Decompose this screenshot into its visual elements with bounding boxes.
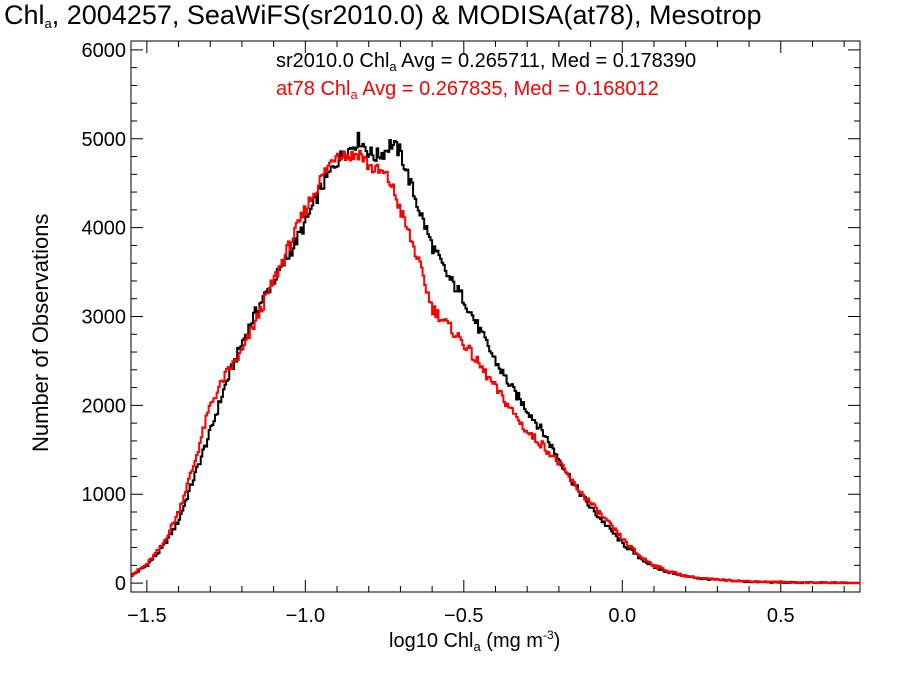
y-tick-label: 5000 [82, 129, 127, 151]
y-tick-label: 1000 [82, 484, 127, 506]
y-axis-label: Number of Observations [28, 213, 53, 452]
chart-title: Chla, 2004257, SeaWiFS(sr2010.0) & MODIS… [4, 0, 762, 31]
series-line-at78 [131, 149, 860, 585]
series-layer [131, 131, 860, 585]
x-axis-label: log10 Chla (mg m-3) [389, 628, 561, 654]
series-line-sr2010-0 [131, 131, 860, 585]
plot-frame [130, 40, 861, 593]
x-tick-label: −1.0 [286, 605, 325, 627]
legend-entry-at78: at78 Chla Avg = 0.267835, Med = 0.168012 [276, 78, 659, 102]
y-tick-label: 3000 [82, 307, 127, 329]
y-tick-label: 0 [115, 573, 126, 595]
x-tick-label: 0.5 [767, 605, 795, 627]
y-tick-label: 2000 [82, 395, 127, 417]
y-tick-label: 4000 [82, 218, 127, 240]
x-tick-label: −0.5 [444, 605, 483, 627]
x-tick-label: 0.0 [608, 605, 636, 627]
axes: −1.5 −1.0 −0.5 0.0 0.5 0 1000 2000 3000 4000 5000 6… [82, 40, 861, 627]
y-tick-label: 6000 [82, 40, 127, 62]
x-tick-label: −1.5 [127, 605, 166, 627]
legend-entry-sr2010: sr2010.0 Chla Avg = 0.265711, Med = 0.17… [276, 50, 697, 74]
